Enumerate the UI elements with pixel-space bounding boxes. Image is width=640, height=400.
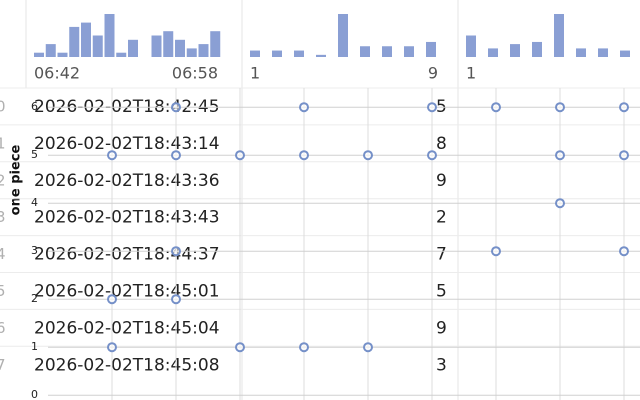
histogram-bar <box>163 31 174 57</box>
row-index: 6 <box>0 319 6 337</box>
scatter-point <box>107 150 117 161</box>
row-index: 4 <box>0 245 6 263</box>
value-cell: 7 <box>436 245 447 265</box>
value-cell: 2 <box>436 208 447 228</box>
histogram-range-label: 9 <box>428 64 438 83</box>
scatter-point <box>107 342 117 353</box>
y-tick-label: 0 <box>31 388 38 400</box>
row-index: 7 <box>0 356 6 374</box>
scatter-point <box>171 150 181 161</box>
scatter-point <box>299 102 309 113</box>
timestamp-cell: 2026-02-02T18:45:01 <box>34 282 220 302</box>
scatter-point <box>171 246 181 257</box>
histogram-bar <box>104 14 115 57</box>
timestamp-cell: 2026-02-02T18:43:14 <box>34 134 220 154</box>
scatter-point <box>619 102 629 113</box>
timestamp-cell: 2026-02-02T18:43:43 <box>34 208 220 228</box>
timestamp-cell: 2026-02-02T18:45:08 <box>34 355 220 375</box>
histogram-range-label: 06:42 <box>34 64 80 83</box>
scatter-point <box>235 150 245 161</box>
scatter-point <box>299 342 309 353</box>
histogram-bar <box>57 52 68 57</box>
scatter-point <box>235 342 245 353</box>
scatter-point <box>619 150 629 161</box>
row-index: 2 <box>0 171 6 189</box>
scatter-point <box>107 294 117 305</box>
scatter-point <box>171 102 181 113</box>
value-cell: 3 <box>436 355 447 375</box>
histogram-bar <box>34 52 44 57</box>
value-cell: 9 <box>436 171 447 191</box>
scatter-point <box>619 246 629 257</box>
histogram-bar <box>128 39 138 57</box>
timestamp-cell: 2026-02-02T18:43:36 <box>34 171 220 191</box>
histogram-bar <box>382 46 392 57</box>
histogram-bar <box>466 35 476 57</box>
histogram-bar <box>92 35 103 57</box>
histogram-bar <box>151 35 162 57</box>
histogram-bar <box>360 46 370 57</box>
scatter-point <box>491 246 501 257</box>
histogram-bar <box>426 41 436 57</box>
y-tick-label: 5 <box>31 148 38 161</box>
histogram-bar <box>488 48 498 57</box>
histogram-range-label: 1 <box>250 64 260 83</box>
row-index: 5 <box>0 282 6 300</box>
scatter-point <box>491 102 501 113</box>
y-tick-label: 1 <box>31 340 38 353</box>
row-index: 0 <box>0 98 6 116</box>
y-tick-label: 3 <box>31 244 38 257</box>
histogram-bar <box>81 22 91 58</box>
scatter-point <box>427 102 437 113</box>
y-tick-label: 4 <box>31 196 38 209</box>
histogram-bar <box>186 48 197 57</box>
histogram-bar <box>338 14 348 57</box>
histogram-bar <box>116 52 127 57</box>
scatter-point <box>555 150 565 161</box>
histogram-range-label: 06:58 <box>172 64 218 83</box>
y-tick-label: 2 <box>31 292 38 305</box>
scatter-point <box>555 102 565 113</box>
scatter-point <box>427 150 437 161</box>
histogram-bar <box>404 46 414 57</box>
value-cell: 9 <box>436 318 447 338</box>
y-tick-label: 6 <box>31 100 38 113</box>
timestamp-cell: 2026-02-02T18:45:04 <box>34 318 220 338</box>
histogram-bar <box>510 44 520 57</box>
histogram-bar <box>294 50 304 57</box>
histogram-bar <box>45 44 56 57</box>
histogram-bar <box>576 48 586 57</box>
histogram-bar <box>598 48 608 57</box>
scatter-point <box>299 150 309 161</box>
histogram-bar <box>210 31 221 57</box>
histogram-bar <box>69 26 80 57</box>
histogram-bar <box>175 39 185 57</box>
value-cell: 5 <box>436 282 447 302</box>
row-index: 3 <box>0 208 6 226</box>
scatter-point <box>363 150 373 161</box>
histogram-bar <box>532 41 542 57</box>
histogram-bar <box>272 50 282 57</box>
scatter-point <box>363 342 373 353</box>
histogram-bar <box>620 50 630 57</box>
row-index: 1 <box>0 134 6 152</box>
histogram-bar <box>198 44 209 57</box>
scatter-point <box>555 198 565 209</box>
timestamp-cell: 2026-02-02T18:44:37 <box>34 245 220 265</box>
histogram-bar <box>250 50 260 57</box>
value-cell: 8 <box>436 134 447 154</box>
y-axis-label: one piece <box>9 145 24 216</box>
histogram-bar <box>554 14 564 57</box>
histogram-bar <box>316 54 326 57</box>
scatter-point <box>171 294 181 305</box>
histogram-range-label: 1 <box>466 64 476 83</box>
